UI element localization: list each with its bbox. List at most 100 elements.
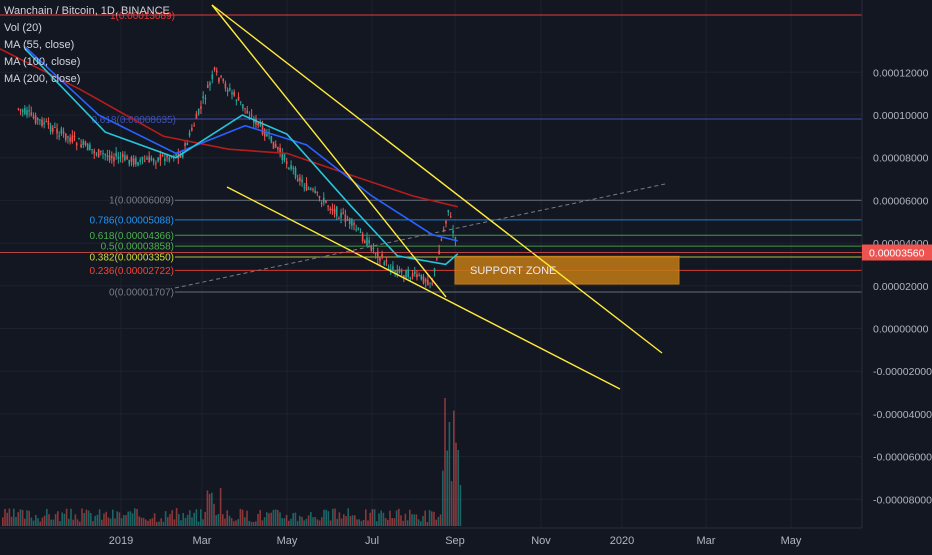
candle-body — [440, 239, 443, 241]
volume-bar — [272, 509, 275, 526]
candle-body — [242, 104, 244, 109]
volume-bar — [123, 515, 125, 526]
candle-body — [283, 153, 286, 161]
time-tick-label: 2019 — [109, 535, 133, 547]
candle-body — [244, 108, 246, 110]
time-tick-label: May — [781, 535, 802, 547]
candle-body — [108, 155, 111, 161]
volume-bar — [345, 516, 347, 526]
candle-body — [150, 157, 153, 161]
candle-body — [335, 206, 338, 217]
volume-bar — [13, 508, 15, 526]
candle-body — [292, 167, 295, 169]
volume-bar — [455, 442, 457, 526]
candle-body — [113, 157, 115, 162]
volume-bar — [156, 521, 158, 526]
volume-bar — [417, 519, 420, 526]
candle-body — [75, 143, 78, 146]
candle-body — [310, 188, 312, 190]
volume-bar — [8, 508, 11, 526]
candle-body — [394, 270, 396, 273]
candle-body — [338, 217, 340, 219]
candle-body — [168, 157, 171, 161]
volume-bar — [400, 515, 402, 526]
candle-body — [102, 153, 104, 155]
candle-body — [139, 159, 142, 162]
volume-bar — [450, 481, 453, 526]
volume-bar — [444, 398, 446, 526]
volume-bar — [340, 518, 343, 526]
volume-bar — [208, 494, 211, 526]
volume-bar — [189, 510, 191, 526]
fib-level-label: 0.5(0.00003858) — [101, 242, 174, 253]
volume-bar — [332, 508, 334, 526]
volume-bar — [325, 509, 327, 526]
candle-body — [355, 229, 357, 231]
candle-body — [427, 279, 429, 285]
candle-body — [224, 83, 227, 89]
candle-body — [301, 179, 303, 183]
volume-bar — [303, 520, 305, 526]
candle-body — [344, 214, 347, 222]
legend-ma100[interactable]: MA (100, close) — [4, 56, 81, 68]
candle-body — [322, 197, 325, 203]
candle-body — [320, 202, 323, 205]
volume-bar — [211, 492, 213, 526]
candle-body — [121, 153, 124, 158]
volume-bar — [241, 509, 244, 526]
volume-bar — [389, 510, 391, 526]
price-tick-label: -0.00006000 — [873, 452, 932, 464]
candle-body — [361, 233, 364, 242]
volume-bar — [101, 519, 103, 526]
volume-bar — [98, 509, 101, 526]
time-tick-label: Mar — [193, 535, 212, 547]
volume-bar — [90, 513, 92, 526]
legend-ma55[interactable]: MA (55, close) — [4, 39, 75, 51]
candle-body — [372, 248, 375, 250]
time-tick-label: Sep — [445, 535, 465, 547]
fib-levels: 1(0.00006009) 0.786(0.00005088) 0.618(0.00… — [89, 196, 862, 299]
volume-bar — [230, 518, 233, 526]
volume-bar — [28, 510, 30, 526]
candle-body — [130, 157, 133, 162]
candle-body — [175, 153, 177, 156]
candle-body — [329, 208, 332, 211]
legend-ma200[interactable]: MA (200, close) — [4, 73, 81, 85]
volume-bar — [160, 518, 162, 526]
volume-bar — [50, 519, 52, 526]
candle-body — [246, 110, 249, 114]
volume-bar — [61, 512, 63, 526]
volume-bar — [134, 508, 136, 526]
volume-bar — [358, 519, 360, 526]
candle-body — [351, 219, 353, 226]
candle-body — [436, 258, 438, 260]
volume-bar — [74, 514, 77, 526]
volume-bar — [175, 508, 178, 526]
fib-level-label: 0(0.00001707) — [109, 288, 174, 299]
volume-bar — [87, 510, 90, 526]
candle-body — [141, 156, 144, 160]
candle-body — [325, 200, 327, 203]
legend-vol[interactable]: Vol (20) — [4, 22, 42, 34]
volume-bar — [202, 519, 204, 526]
volume-bar — [195, 509, 198, 526]
volume-bar — [15, 516, 17, 526]
symbol-title[interactable]: Wanchain / Bitcoin, 1D, BINANCE — [4, 5, 170, 17]
price-tick-label: -0.00004000 — [873, 409, 932, 421]
volume-bar — [184, 517, 187, 526]
volume-bar — [274, 509, 277, 526]
candle-body — [299, 177, 301, 181]
candle-body — [359, 231, 362, 234]
volume-bar — [373, 509, 376, 526]
candle-body — [277, 147, 279, 150]
candle-body — [195, 113, 198, 119]
volume-bar — [398, 508, 400, 526]
current-price-tag — [862, 244, 932, 261]
volume-bar — [318, 520, 321, 526]
candle-body — [89, 144, 91, 150]
volume-bar — [266, 512, 268, 526]
volume-bar — [351, 515, 354, 526]
volume-bar — [153, 513, 156, 526]
